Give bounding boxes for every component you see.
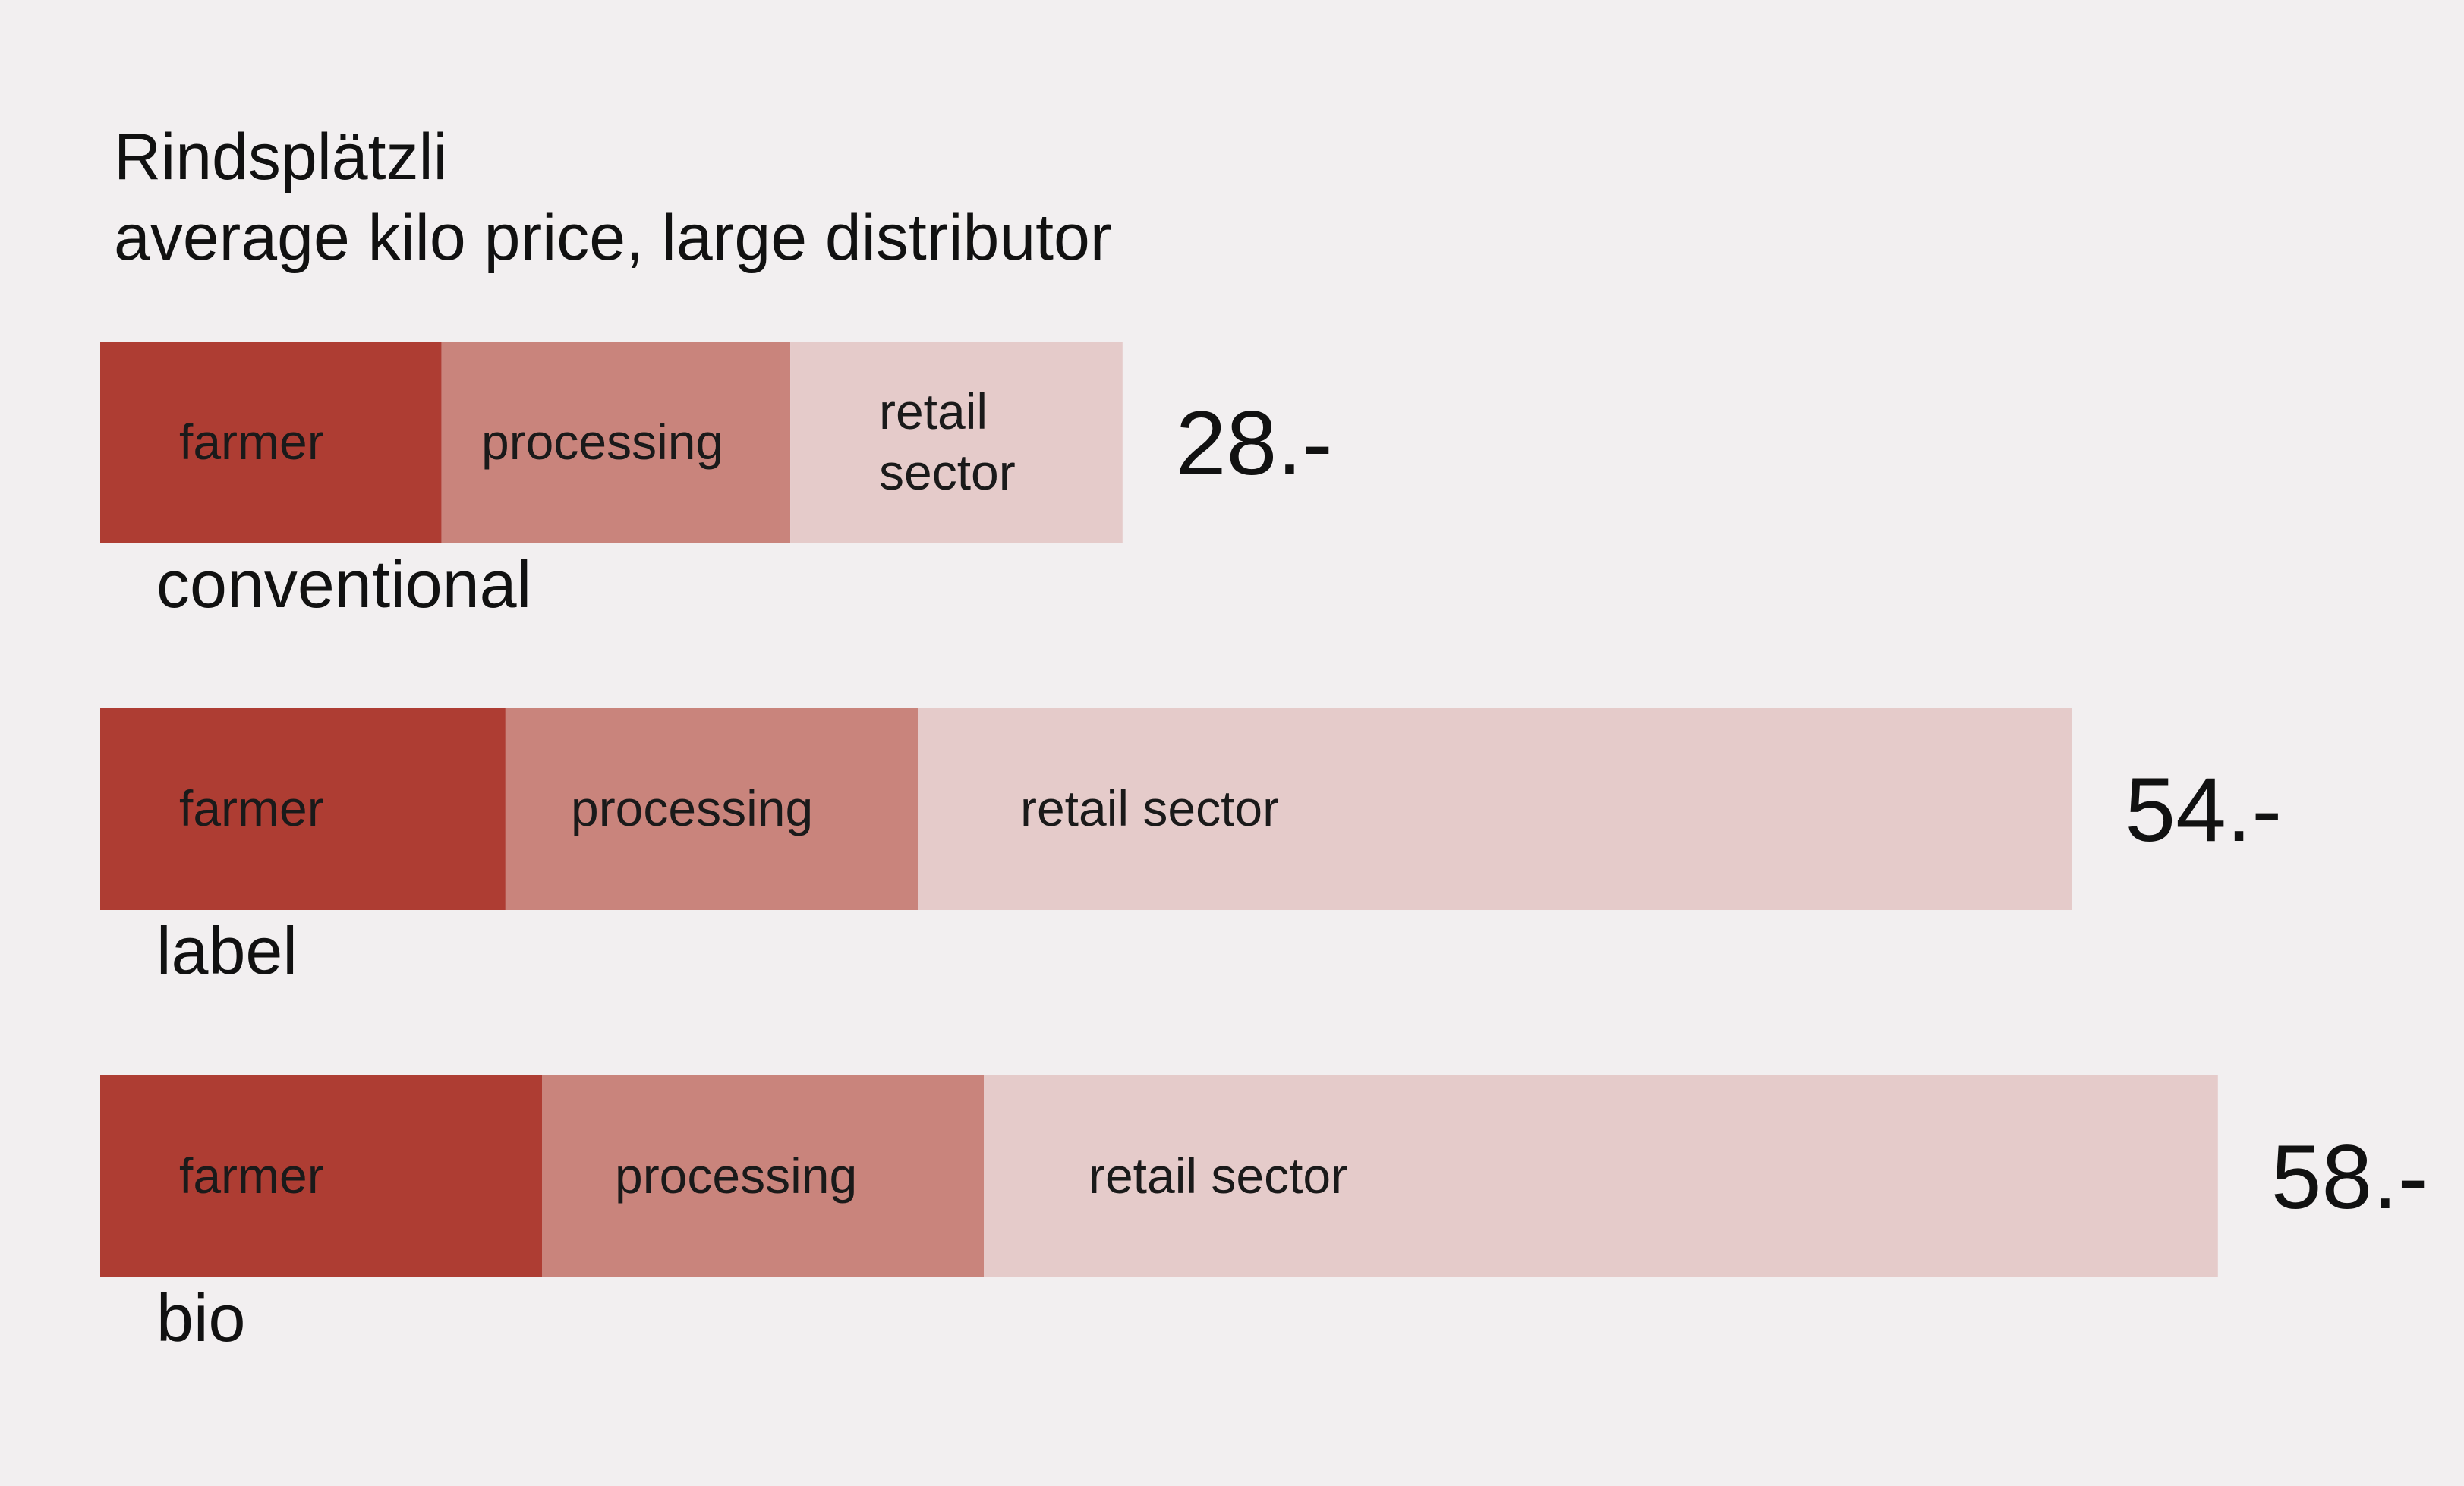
segment-label-conventional-0: farmer bbox=[179, 414, 324, 470]
bar-segment-label-1 bbox=[505, 708, 918, 910]
bar-segment-conventional-0 bbox=[100, 342, 442, 543]
bar-segment-label-2 bbox=[918, 708, 2072, 910]
bar-segment-bio-0 bbox=[100, 1075, 542, 1277]
segment-label-conventional-2: sector bbox=[879, 444, 1016, 500]
segment-label-conventional-1: processing bbox=[481, 414, 723, 470]
total-label-bio: 58.- bbox=[2271, 1126, 2428, 1228]
segment-label-bio-1: processing bbox=[615, 1148, 857, 1204]
segment-label-bio-0: farmer bbox=[179, 1148, 324, 1204]
segment-label-label-0: farmer bbox=[179, 780, 324, 836]
total-label-label: 54.- bbox=[2125, 759, 2282, 861]
segment-label-bio-2: retail sector bbox=[1089, 1148, 1347, 1204]
category-label-conventional: conventional bbox=[156, 546, 531, 622]
bar-segment-bio-2 bbox=[984, 1075, 2218, 1277]
total-label-conventional: 28.- bbox=[1176, 392, 1333, 494]
bar-segment-conventional-2 bbox=[790, 342, 1123, 543]
bar-segment-conventional-1 bbox=[441, 342, 791, 543]
segment-label-label-1: processing bbox=[571, 780, 813, 836]
bar-segment-label-0 bbox=[100, 708, 506, 910]
bar-segment-bio-1 bbox=[542, 1075, 984, 1277]
chart-title: Rindsplätzli bbox=[114, 121, 448, 194]
segment-label-conventional-2: retail bbox=[879, 383, 988, 439]
category-label-bio: bio bbox=[156, 1280, 245, 1355]
segment-label-label-2: retail sector bbox=[1020, 780, 1279, 836]
category-label-label: label bbox=[156, 913, 298, 988]
chart-subtitle: average kilo price, large distributor bbox=[114, 201, 1112, 274]
